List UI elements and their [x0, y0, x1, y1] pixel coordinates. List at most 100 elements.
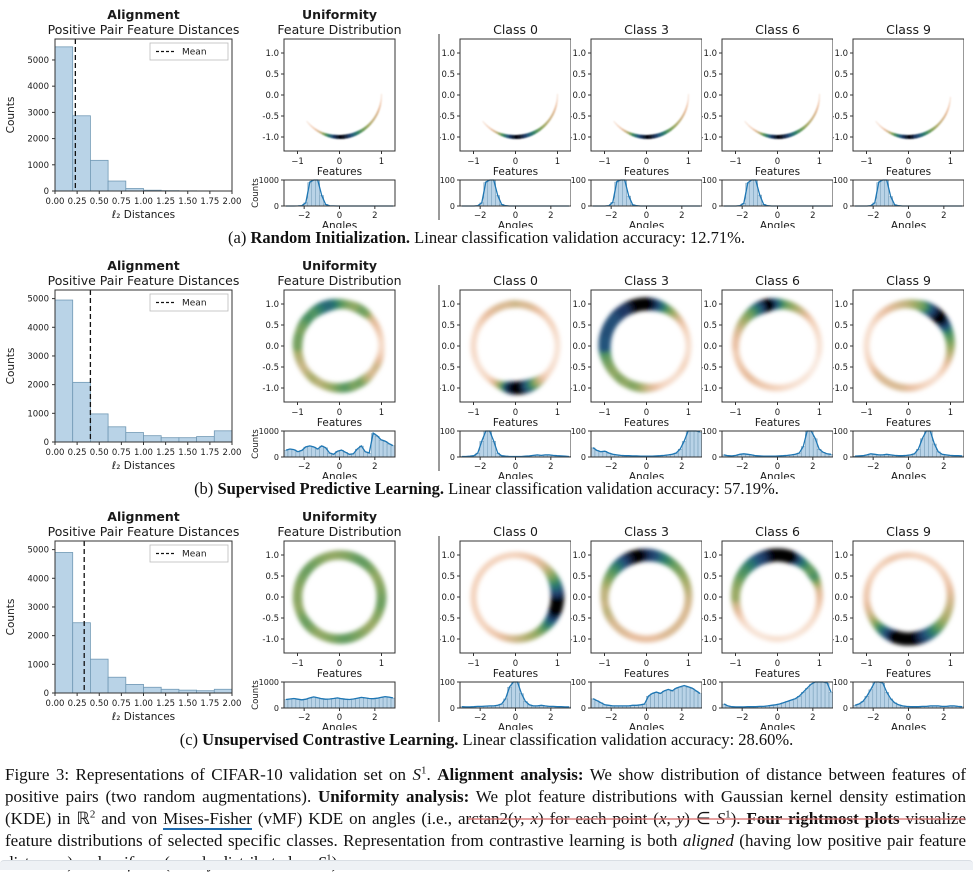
svg-text:-1.0: -1.0 — [262, 635, 279, 645]
caption-text: Linear classification validation accurac… — [458, 730, 793, 749]
figure-caption: Figure 3: Representations of CIFAR-10 va… — [5, 764, 966, 874]
caption-text: Linear classification validation accurac… — [444, 479, 779, 498]
bar — [126, 684, 144, 693]
svg-text:−1: −1 — [598, 408, 611, 418]
svg-text:1: 1 — [948, 157, 953, 167]
svg-text:-0.5: -0.5 — [833, 112, 848, 122]
svg-text:Angles: Angles — [322, 471, 357, 479]
kde-ring — [745, 94, 819, 137]
svg-text:-1.0: -1.0 — [440, 384, 455, 394]
svg-text:0: 0 — [581, 704, 586, 713]
svg-text:-0.5: -0.5 — [440, 614, 455, 624]
svg-text:−2: −2 — [867, 713, 880, 723]
svg-text:-0.5: -0.5 — [702, 112, 717, 122]
svg-text:2: 2 — [810, 211, 815, 221]
svg-text:0.5: 0.5 — [572, 321, 586, 331]
caption-text: Four rightmost plots — [746, 809, 899, 828]
caption-text: Uniformity analysis: — [318, 787, 469, 806]
bar — [126, 433, 144, 442]
svg-text:100: 100 — [702, 176, 717, 185]
svg-text:−1: −1 — [598, 659, 611, 669]
svg-text:100: 100 — [833, 678, 848, 687]
svg-text:0: 0 — [712, 704, 717, 713]
svg-text:0.5: 0.5 — [265, 70, 279, 80]
kde-line — [724, 180, 831, 206]
kde-ring — [605, 304, 689, 388]
svg-text:1.00: 1.00 — [134, 699, 153, 709]
svg-text:−2: −2 — [867, 211, 880, 221]
kde-line — [462, 180, 569, 206]
kde-ring — [876, 97, 950, 137]
svg-text:−2: −2 — [605, 713, 618, 723]
svg-text:−2: −2 — [736, 713, 749, 723]
svg-text:-1.0: -1.0 — [833, 635, 848, 645]
svg-text:0.5: 0.5 — [265, 321, 279, 331]
svg-text:Angles: Angles — [322, 220, 357, 228]
svg-text:ℓ₂ Distances: ℓ₂ Distances — [111, 209, 175, 221]
bar — [55, 47, 73, 191]
svg-text:0.25: 0.25 — [68, 699, 87, 709]
svg-text:−1: −1 — [860, 157, 873, 167]
svg-text:0.0: 0.0 — [703, 342, 717, 352]
svg-text:Angles: Angles — [629, 220, 664, 228]
svg-text:1.50: 1.50 — [178, 197, 197, 207]
alignment-plot — [55, 39, 232, 191]
svg-text:Alignment: Alignment — [107, 7, 179, 22]
svg-text:Counts: Counts — [5, 599, 17, 636]
caption-text: ) for each point ( — [538, 809, 659, 828]
angle-histogram — [460, 431, 571, 457]
svg-text:0.5: 0.5 — [834, 70, 848, 80]
svg-text:0: 0 — [274, 704, 279, 713]
svg-text:Counts: Counts — [251, 178, 261, 208]
svg-text:0: 0 — [843, 704, 848, 713]
svg-text:−2: −2 — [736, 462, 749, 472]
kde-ring — [614, 94, 688, 137]
svg-text:1: 1 — [948, 659, 953, 669]
caption-text: Figure 3: Representations of CIFAR-10 va… — [5, 765, 413, 784]
svg-text:−1: −1 — [467, 659, 480, 669]
svg-text:-1.0: -1.0 — [702, 133, 717, 143]
kde-ring — [605, 555, 689, 639]
svg-text:0.5: 0.5 — [441, 70, 455, 80]
bar — [161, 689, 179, 693]
svg-text:Features: Features — [317, 668, 362, 680]
bar — [73, 623, 91, 693]
svg-text:100: 100 — [440, 427, 455, 436]
svg-text:0.5: 0.5 — [703, 70, 717, 80]
svg-text:0: 0 — [274, 202, 279, 211]
svg-text:0.75: 0.75 — [112, 699, 131, 709]
subcaption-b: (b) Supervised Predictive Learning. Line… — [0, 479, 973, 499]
svg-text:−2: −2 — [736, 211, 749, 221]
alignment-plot — [55, 541, 232, 693]
caption-text: x, y — [659, 809, 684, 828]
svg-text:0.0: 0.0 — [703, 593, 717, 603]
svg-text:4000: 4000 — [27, 323, 49, 333]
kde-ring — [474, 304, 558, 388]
mises-fisher-link[interactable]: Mises-Fisher — [163, 809, 252, 830]
caption-text: S — [413, 765, 422, 784]
svg-text:-1.0: -1.0 — [702, 384, 717, 394]
svg-text:100: 100 — [833, 176, 848, 185]
svg-text:Angles: Angles — [629, 471, 664, 479]
svg-text:1.0: 1.0 — [834, 300, 848, 310]
svg-text:Features: Features — [755, 417, 800, 429]
svg-text:1000: 1000 — [259, 176, 279, 185]
svg-text:Angles: Angles — [498, 471, 533, 479]
svg-text:1.0: 1.0 — [441, 551, 455, 561]
svg-text:100: 100 — [702, 678, 717, 687]
svg-text:Uniformity: Uniformity — [302, 7, 377, 22]
svg-text:1.0: 1.0 — [703, 551, 717, 561]
svg-text:2: 2 — [372, 713, 377, 723]
svg-text:2000: 2000 — [27, 632, 49, 642]
svg-text:−1: −1 — [291, 408, 304, 418]
svg-text:100: 100 — [571, 427, 586, 436]
svg-text:2.00: 2.00 — [223, 699, 242, 709]
svg-text:Features: Features — [493, 668, 538, 680]
svg-text:1: 1 — [948, 408, 953, 418]
svg-text:Features: Features — [624, 166, 669, 178]
svg-text:−2: −2 — [298, 462, 311, 472]
svg-text:4000: 4000 — [27, 574, 49, 584]
